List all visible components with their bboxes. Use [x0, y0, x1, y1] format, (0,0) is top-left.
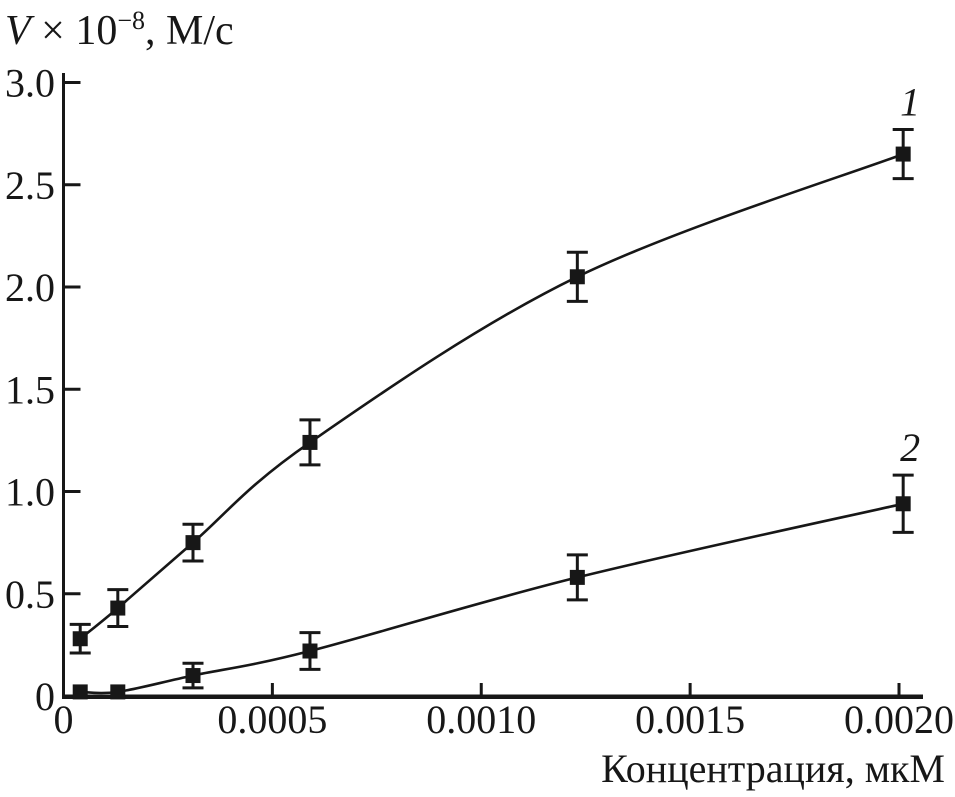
y-tick-label: 0.5	[5, 572, 55, 617]
x-tick-label: 0.0010	[426, 697, 536, 742]
curve-2-marker	[110, 684, 126, 700]
curve-2-marker	[185, 668, 201, 684]
curve-2-marker	[569, 569, 585, 585]
y-tick-label: 1.0	[5, 470, 55, 515]
curve-1-curve	[79, 152, 904, 640]
x-tick-label: 0.0020	[844, 697, 954, 742]
curve-1-marker	[72, 631, 88, 647]
curve-1-marker	[110, 600, 126, 616]
x-tick-label: 0.0005	[217, 697, 327, 742]
y-axis-title: V × 10−8, М/с	[5, 6, 234, 54]
x-tick-label: 0.0015	[635, 697, 745, 742]
y-tick-label: 0	[35, 674, 55, 719]
curve-1-label: 1	[900, 80, 920, 125]
curve-2-marker	[302, 643, 318, 659]
x-axis-title: Концентрация, мкМ	[601, 746, 945, 791]
y-tick-label: 3.0	[5, 61, 55, 106]
curve-1-marker	[185, 535, 201, 551]
axis-line	[62, 73, 923, 699]
curve-2-label: 2	[900, 425, 920, 470]
curve-1-marker	[569, 269, 585, 285]
y-tick-label: 1.5	[5, 367, 55, 412]
curve-1-marker	[302, 434, 318, 450]
y-axis-multiplier: × 10	[30, 8, 118, 54]
curve-2-marker	[895, 496, 911, 512]
y-tick-label: 2.5	[5, 163, 55, 208]
y-axis-exponent: −8	[117, 6, 146, 35]
curve-2-curve	[80, 502, 904, 695]
x-tick-label: 0	[54, 697, 74, 742]
curve-1-marker	[895, 146, 911, 162]
curve-2-marker	[72, 684, 88, 700]
y-axis-variable: V	[5, 8, 31, 54]
y-tick-label: 2.0	[5, 265, 55, 310]
y-axis-unit: , М/с	[145, 8, 234, 54]
